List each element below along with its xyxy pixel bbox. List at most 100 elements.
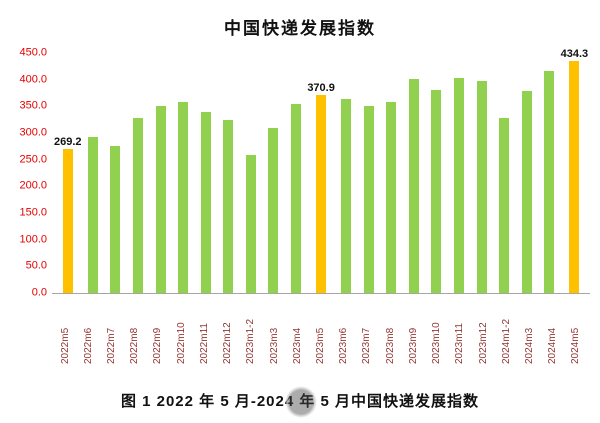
x-tick-label-text: 2022m9 (152, 327, 164, 364)
x-tick-label-text: 2023m5 (315, 327, 327, 364)
bar-value-label: 434.3 (560, 48, 589, 61)
figure-caption: 图 1 2022 年 5 月-2024 年 5 月中国快递发展指数 (120, 393, 480, 410)
bar (62, 149, 73, 293)
bar (132, 118, 143, 293)
y-axis: 0.0 50.0 100.0 150.0 200.0 250.0 300.0 350.0 400… (6, 47, 52, 298)
bar (544, 70, 555, 293)
x-tick-label: 2022m5 (54, 294, 77, 364)
x-tick-label-text: 2024m3 (523, 327, 535, 364)
bar-slot (149, 53, 172, 293)
x-tick-label-text: 2022m8 (129, 327, 141, 364)
x-tick-label-text: 2022m6 (82, 327, 94, 364)
y-tick-label: 200.0 (19, 179, 47, 192)
x-tick-label-text: 2023m7 (361, 327, 373, 364)
plot-area: 269.2 370.9 434.3 (52, 48, 590, 294)
bar (431, 89, 442, 293)
x-tick-label-text: 2023m10 (431, 322, 443, 364)
bar-slot (538, 53, 561, 293)
bar (521, 90, 532, 293)
bar-value-label: 269.2 (54, 136, 82, 149)
x-tick-label-text: 2024m4 (547, 327, 559, 364)
bar (223, 120, 234, 293)
bar-slot (425, 53, 448, 293)
x-tick-label: 2023m6 (333, 294, 356, 364)
bar-slot (194, 53, 217, 293)
y-tick-label: 250.0 (19, 153, 47, 166)
bar (200, 111, 211, 293)
x-tick-label-text: 2024m1-2 (500, 318, 512, 364)
bar-slot: 370.9 (307, 53, 335, 293)
bar (178, 101, 189, 293)
x-tick-label: 2023m9 (402, 294, 425, 364)
x-tick-label: 2023m8 (379, 294, 402, 364)
bar-slot (403, 53, 426, 293)
bar (408, 78, 419, 293)
bar-slot (515, 53, 538, 293)
x-tick-label-text: 2023m1-2 (245, 318, 257, 364)
bar-slot (285, 53, 308, 293)
y-tick-label: 350.0 (19, 99, 47, 112)
x-tick-label: 2024m3 (518, 294, 541, 364)
bar (245, 155, 256, 293)
bar-value-label: 370.9 (307, 82, 335, 95)
x-tick-label-text: 2022m5 (59, 327, 71, 364)
x-tick-label-text: 2023m8 (384, 327, 396, 364)
x-tick-label-text: 2023m4 (291, 327, 303, 364)
y-tick-label: 400.0 (19, 73, 47, 86)
x-tick-label: 2022m6 (77, 294, 100, 364)
bar-slot (172, 53, 195, 293)
x-tick-label-text: 2023m12 (477, 322, 489, 364)
bar-slot (127, 53, 150, 293)
x-tick-label-text: 2022m11 (198, 323, 210, 364)
y-tick-label: 50.0 (25, 259, 47, 272)
bar (268, 128, 279, 293)
bar-slot (380, 53, 403, 293)
bar (499, 118, 510, 293)
x-tick-label: 2022m9 (147, 294, 170, 364)
x-tick-label: 2024m5 (565, 294, 588, 364)
y-tick-label: 100.0 (19, 233, 47, 246)
x-tick-label: 2023m5 (309, 294, 332, 364)
x-tick-label-text: 2022m7 (106, 327, 118, 364)
bar (454, 77, 465, 293)
bar (363, 105, 374, 293)
x-tick-label: 2023m4 (286, 294, 309, 364)
bar-slot: 434.3 (561, 48, 588, 293)
x-tick-label: 2022m8 (124, 294, 147, 364)
x-tick-label: 2022m12 (217, 294, 240, 364)
bar-slot (217, 53, 240, 293)
bar (341, 98, 352, 293)
bar-slot (240, 53, 263, 293)
x-tick-label: 2023m1-2 (240, 294, 263, 364)
bar-slot (262, 53, 285, 293)
bar (110, 146, 121, 293)
bar (569, 61, 580, 293)
bar-slot (493, 53, 516, 293)
plot-column: 269.2 370.9 434.3 2022m5 2022m6 2022m7 2022m8… (52, 48, 590, 364)
x-tick-label-text: 2022m12 (222, 322, 234, 364)
y-tick-label: 150.0 (19, 206, 47, 219)
x-tick-label-text: 2022m10 (175, 322, 187, 364)
x-tick-label-text: 2023m3 (268, 327, 280, 364)
bar (476, 80, 487, 293)
chart-title: 中国快递发展指数 (224, 19, 376, 38)
bar-slot (104, 53, 127, 293)
x-tick-label: 2024m1-2 (495, 294, 518, 364)
x-tick-label: 2023m10 (426, 294, 449, 364)
y-tick-label: 0.0 (31, 286, 47, 299)
x-tick-label-text: 2023m11 (454, 323, 466, 364)
bar (87, 137, 98, 293)
x-tick-label: 2023m11 (449, 294, 472, 364)
x-tick-label: 2022m11 (193, 294, 216, 364)
bar-slot (357, 53, 380, 293)
bar-slot (448, 53, 471, 293)
x-tick-label: 2022m7 (100, 294, 123, 364)
bar-slot (82, 53, 105, 293)
x-tick-label-text: 2023m6 (338, 327, 350, 364)
bar (316, 95, 327, 293)
bar (291, 103, 302, 293)
x-tick-label-text: 2023m9 (407, 327, 419, 364)
bar-chart: 0.0 50.0 100.0 150.0 200.0 250.0 300.0 350.0 400… (6, 47, 590, 364)
y-tick-label: 450.0 (19, 46, 47, 59)
